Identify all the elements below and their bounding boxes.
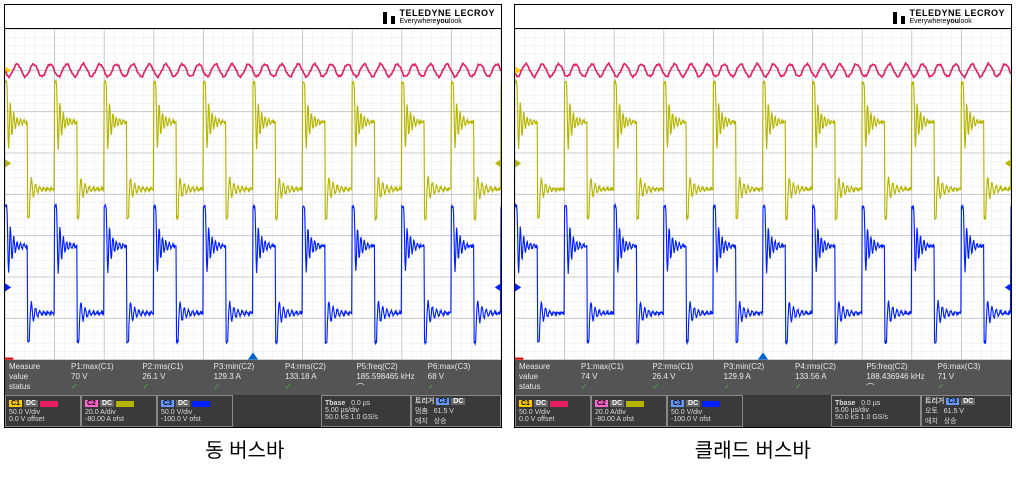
teledyne-logo-icon — [889, 10, 905, 24]
panel-captions: 동 버스바 클래드 버스바 — [0, 432, 1016, 463]
waveform-display-left[interactable] — [5, 29, 501, 360]
timebase-box[interactable]: Tbase 0.0 µs 5.00 µs/div50.0 kS 1.0 GS/s — [831, 395, 921, 427]
measurement-table-left: MeasureP1:max(C1)P2:rms(C1)P3:min(C2)P4:… — [5, 360, 501, 395]
channel-box-c3[interactable]: C3 DC 50.0 V/div-100.0 V ofst — [667, 395, 743, 427]
scope-panel-left: TELEDYNE LECROY Everywhereyoulook Measur… — [4, 4, 502, 428]
brand-tagline: Everywhereyoulook — [909, 18, 1005, 25]
caption-left: 동 버스바 — [205, 434, 284, 463]
scope-panels: TELEDYNE LECROY Everywhereyoulook Measur… — [0, 0, 1016, 432]
channel-box-c3[interactable]: C3 DC 50.0 V/div-100.0 V ofst — [157, 395, 233, 427]
brand-name: TELEDYNE LECROY — [399, 9, 495, 18]
brand-logo: TELEDYNE LECROY Everywhereyoulook — [889, 9, 1005, 25]
channel-box-c1[interactable]: C1 DC 50.0 V/div0.0 V offset — [515, 395, 591, 427]
scope-panel-right: TELEDYNE LECROY Everywhereyoulook Measur… — [514, 4, 1012, 428]
brand-tagline: Everywhereyoulook — [399, 18, 495, 25]
measurement-table-right: MeasureP1:max(C1)P2:rms(C1)P3:min(C2)P4:… — [515, 360, 1011, 395]
bottom-status-bar-left: C1 DC 50.0 V/div0.0 V offset C2 DC 20.0 … — [5, 395, 501, 427]
channel-box-c1[interactable]: C1 DC 50.0 V/div0.0 V offset — [5, 395, 81, 427]
trigger-box[interactable]: 트리거 C3 DC 멈춤 61.5 V 에지 상승 — [411, 395, 501, 427]
caption-right: 클래드 버스바 — [695, 434, 811, 463]
waveform-display-right[interactable] — [515, 29, 1011, 360]
channel-box-c2[interactable]: C2 DC 20.0 A/div-80.00 A ofst — [591, 395, 667, 427]
brand-logo: TELEDYNE LECROY Everywhereyoulook — [379, 9, 495, 25]
channel-box-c2[interactable]: C2 DC 20.0 A/div-80.00 A ofst — [81, 395, 157, 427]
scope-header: TELEDYNE LECROY Everywhereyoulook — [5, 5, 501, 29]
brand-name: TELEDYNE LECROY — [909, 9, 1005, 18]
bottom-status-bar-right: C1 DC 50.0 V/div0.0 V offset C2 DC 20.0 … — [515, 395, 1011, 427]
scope-header: TELEDYNE LECROY Everywhereyoulook — [515, 5, 1011, 29]
timebase-box[interactable]: Tbase 0.0 µs 5.00 µs/div50.0 kS 1.0 GS/s — [321, 395, 411, 427]
trigger-box[interactable]: 트리거 C3 DC 오토 61.5 V 에지 상승 — [921, 395, 1011, 427]
teledyne-logo-icon — [379, 10, 395, 24]
